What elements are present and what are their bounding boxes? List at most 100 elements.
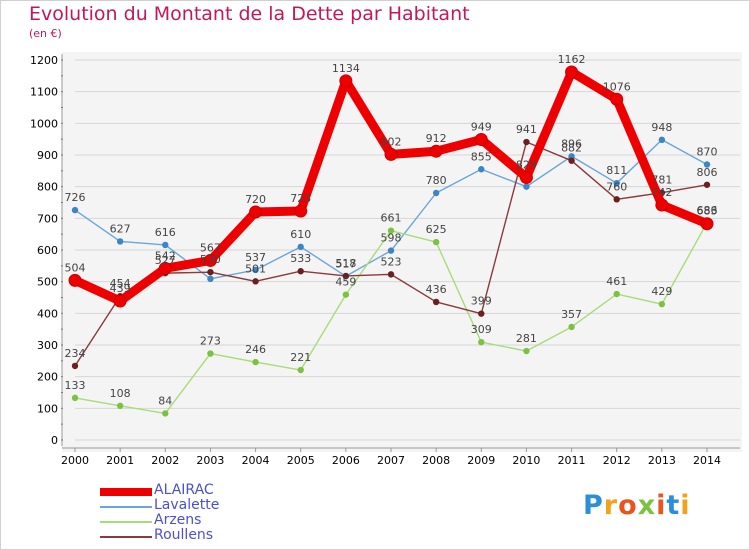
data-point-lavalette xyxy=(523,183,530,190)
proxiti-logo: Proxiti xyxy=(583,490,691,521)
data-point-alairac xyxy=(113,294,127,308)
data-label-arzens: 686 xyxy=(697,204,718,217)
data-point-arzens xyxy=(478,338,485,346)
data-label-alairac: 912 xyxy=(426,132,447,145)
data-point-roullens xyxy=(207,268,214,276)
x-tick-label: 2007 xyxy=(377,454,405,467)
data-point-alairac xyxy=(339,74,353,88)
data-label-lavalette: 855 xyxy=(471,150,492,163)
x-tick-label: 2006 xyxy=(332,454,360,467)
data-label-lavalette: 780 xyxy=(426,174,447,187)
data-label-roullens: 530 xyxy=(200,253,221,266)
logo-letter: P xyxy=(583,490,604,521)
y-tick-label: 1100 xyxy=(30,86,58,99)
data-point-lavalette xyxy=(162,241,169,249)
y-tick-label: 1000 xyxy=(30,117,58,130)
x-tick-label: 2003 xyxy=(196,454,224,467)
data-label-arzens: 221 xyxy=(290,351,311,364)
data-label-lavalette: 896 xyxy=(561,137,582,150)
data-label-alairac: 902 xyxy=(381,135,402,148)
data-point-lavalette xyxy=(478,166,485,173)
logo-letter: r xyxy=(603,490,619,521)
axes: 0 100 200 300 400 500 600 700 800 900 1000 1100 1200… xyxy=(30,54,740,467)
data-label-arzens: 461 xyxy=(606,275,627,288)
data-label-lavalette: 811 xyxy=(606,164,627,177)
data-label-lavalette: 517 xyxy=(335,257,356,270)
data-label-roullens: 454 xyxy=(110,277,131,290)
data-point-arzens xyxy=(613,290,620,298)
data-label-roullens: 941 xyxy=(516,123,537,136)
data-label-roullens: 806 xyxy=(697,166,718,179)
x-tick-label: 2013 xyxy=(648,454,676,467)
legend-label: Arzens xyxy=(154,512,202,528)
data-point-roullens xyxy=(568,157,575,164)
data-point-lavalette xyxy=(297,243,304,251)
data-point-alairac xyxy=(68,273,82,287)
y-tick-label: 400 xyxy=(37,307,58,320)
legend-swatch xyxy=(100,506,152,508)
data-label-roullens: 760 xyxy=(606,180,627,193)
data-point-lavalette xyxy=(71,206,79,214)
logo-letter: x xyxy=(637,490,657,521)
y-tick-label: 700 xyxy=(37,212,58,225)
data-label-alairac: 949 xyxy=(471,120,492,133)
data-label-lavalette: 610 xyxy=(290,228,311,241)
data-point-arzens xyxy=(71,394,79,402)
data-label-arzens: 309 xyxy=(471,323,492,336)
data-label-alairac: 439 xyxy=(110,282,131,295)
data-point-lavalette xyxy=(568,153,575,160)
data-label-lavalette: 948 xyxy=(651,121,672,134)
data-point-arzens xyxy=(297,366,304,374)
y-tick-label: 800 xyxy=(37,181,58,194)
data-point-roullens xyxy=(613,196,620,203)
data-point-alairac xyxy=(158,261,172,275)
data-label-lavalette: 598 xyxy=(381,232,402,245)
data-label-arzens: 459 xyxy=(335,276,356,289)
logo-letter: o xyxy=(618,490,638,521)
data-label-roullens: 781 xyxy=(651,174,672,187)
data-label-arzens: 429 xyxy=(651,285,672,298)
data-point-roullens xyxy=(387,271,395,278)
data-point-lavalette xyxy=(432,189,440,197)
x-tick-label: 2002 xyxy=(151,454,179,467)
data-point-lavalette xyxy=(613,179,620,187)
x-tick-label: 2011 xyxy=(558,454,586,467)
data-label-roullens: 882 xyxy=(561,142,582,155)
data-label-alairac: 723 xyxy=(290,192,311,205)
data-point-roullens xyxy=(478,310,485,317)
data-point-arzens xyxy=(658,300,666,308)
data-label-alairac: 1076 xyxy=(603,80,631,93)
data-point-alairac xyxy=(294,204,308,218)
data-point-alairac xyxy=(565,65,579,79)
x-tick-label: 2005 xyxy=(287,454,315,467)
data-point-alairac xyxy=(203,253,217,267)
data-point-lavalette xyxy=(116,238,124,245)
data-label-lavalette: 537 xyxy=(245,251,266,264)
data-label-alairac: 829 xyxy=(516,158,537,171)
legend-swatch xyxy=(100,536,152,538)
data-label-alairac: 567 xyxy=(200,241,221,254)
logo-letter: i xyxy=(656,490,667,521)
x-tick-label: 2014 xyxy=(693,454,721,467)
data-label-alairac: 542 xyxy=(155,249,176,262)
data-label-alairac: 1134 xyxy=(332,62,360,75)
data-point-arzens xyxy=(568,323,575,331)
y-tick-label: 900 xyxy=(37,149,58,162)
data-label-arzens: 273 xyxy=(200,335,221,348)
y-tick-label: 600 xyxy=(37,244,58,257)
legend-swatch xyxy=(100,488,152,496)
logo-letter: i xyxy=(680,490,691,521)
y-tick-label: 200 xyxy=(37,371,58,384)
data-labels-layer: 726 627 616 537 610 517 598 780 855 896 811 948 870 1… xyxy=(65,53,718,407)
data-point-alairac xyxy=(700,217,714,231)
data-label-alairac: 742 xyxy=(651,186,672,199)
y-tick-label: 0 xyxy=(51,434,58,447)
data-label-alairac: 504 xyxy=(65,261,86,274)
data-point-arzens xyxy=(432,238,440,246)
data-label-arzens: 357 xyxy=(561,308,582,321)
data-point-roullens xyxy=(523,138,530,146)
data-point-arzens xyxy=(252,358,259,366)
legend-swatch xyxy=(100,521,152,523)
x-tick-label: 2008 xyxy=(422,454,450,467)
